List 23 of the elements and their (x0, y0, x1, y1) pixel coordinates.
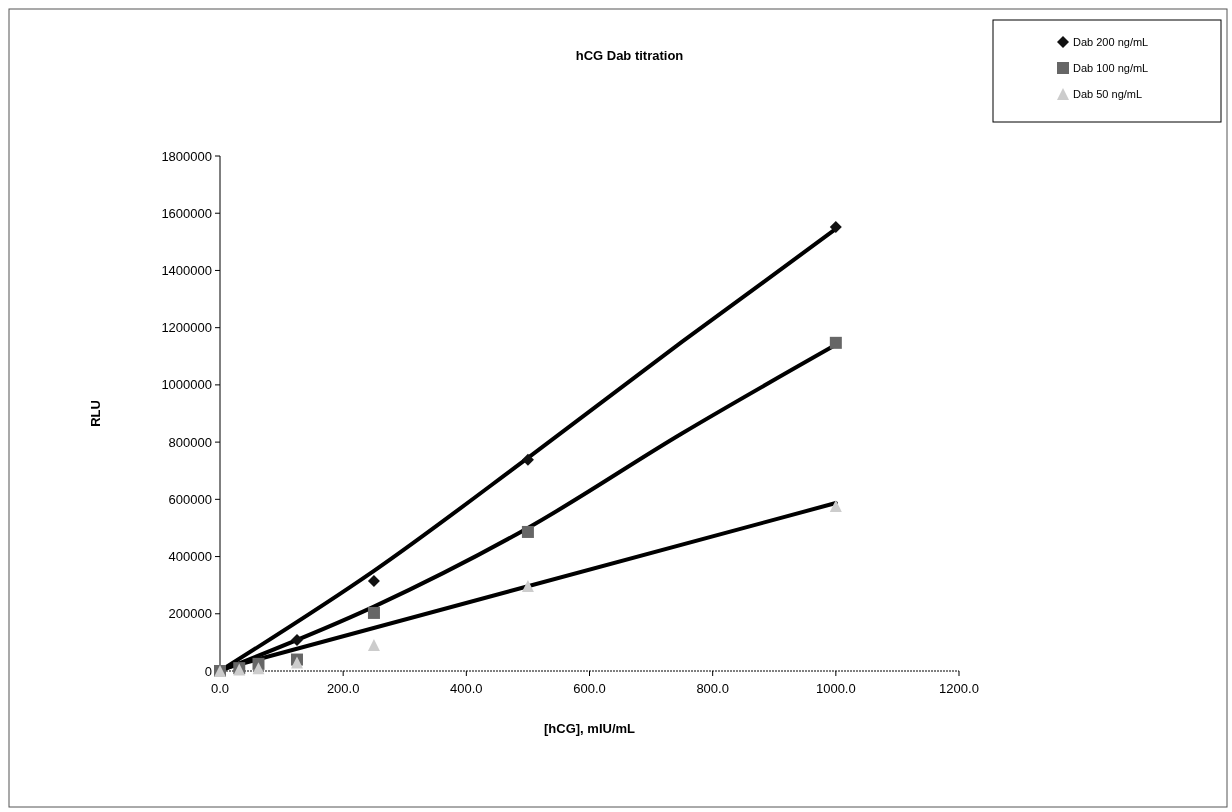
legend-label: Dab 100 ng/mL (1073, 61, 1149, 74)
chart-title: hCG Dab titration (575, 48, 684, 63)
x-axis-title: [hCG], mIU/mL (544, 721, 636, 736)
y-tick-label: 1600000 (161, 205, 212, 221)
y-tick-label: 400000 (168, 549, 212, 565)
x-tick-label: 1000.0 (815, 681, 856, 696)
y-tick-label: 200000 (168, 606, 212, 622)
legend-label: Dab 50 ng/mL (1073, 87, 1143, 100)
y-tick-label: 1000000 (161, 377, 212, 393)
x-tick-label: 600.0 (573, 681, 606, 696)
x-tick-label: 1200.0 (939, 681, 979, 696)
y-tick-label: 600000 (168, 491, 212, 507)
y-tick-label: 1400000 (161, 262, 212, 278)
y-tick-label: 800000 (168, 434, 212, 450)
legend-label: Dab 200 ng/mL (1073, 35, 1149, 48)
x-tick-label: 400.0 (450, 681, 483, 696)
x-tick-label: 200.0 (326, 681, 360, 696)
x-tick-label: 800.0 (696, 681, 729, 696)
y-axis-title: RLU (88, 400, 103, 427)
y-tick-label: 1800000 (161, 148, 212, 164)
y-tick-label: 0 (204, 663, 212, 679)
y-tick-label: 1200000 (161, 320, 212, 336)
x-tick-label: 0.0 (210, 681, 230, 696)
